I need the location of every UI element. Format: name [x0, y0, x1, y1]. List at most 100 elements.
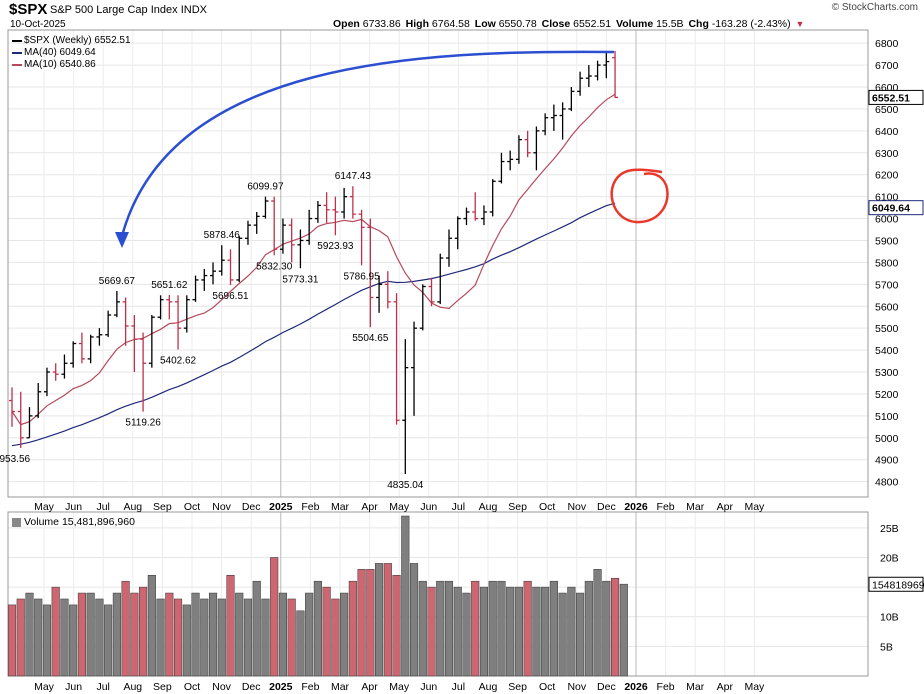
ohlc-bar: [402, 339, 409, 474]
volume-bar: [104, 604, 113, 677]
volume-bar: [165, 592, 174, 677]
x-tick-label-volume: Jun: [420, 681, 437, 693]
volume-bar: [611, 577, 620, 677]
ohlc-bar: [218, 245, 225, 276]
price-tick-label: 5700: [875, 279, 899, 291]
volume-bar: [226, 575, 235, 677]
ma40-badge-box: [868, 200, 924, 216]
x-tick-label-volume: Nov: [212, 681, 231, 693]
ohlc-bar: [201, 268, 208, 291]
ohlc-bar: [341, 187, 348, 219]
x-tick-label-volume: Mar: [331, 681, 350, 693]
x-tick-label: Dec: [597, 501, 616, 513]
volume-bar: [401, 515, 410, 677]
chg-value: -163.28 (-2.43%): [711, 18, 791, 30]
legend-main-label: $SPX (Weekly) 6552.51: [24, 35, 131, 46]
ohlc-bar: [35, 382, 42, 419]
x-tick-label: Mar: [331, 501, 350, 513]
volume-bar: [217, 598, 226, 677]
price-annotation-label: 5402.62: [160, 356, 197, 367]
price-annotation-label: 4835.04: [387, 480, 424, 491]
ohlc-bar: [393, 293, 400, 425]
ma10-line: [11, 93, 616, 426]
legend-ma10-label: MA(10) 6540.86: [24, 59, 96, 70]
x-tick-label-volume: Aug: [123, 681, 142, 693]
price-tick-label: 5800: [875, 257, 899, 269]
ohlc-bar: [594, 60, 601, 81]
panel-frames: [7, 29, 869, 677]
volume-bar: [60, 598, 69, 677]
volume-bar: [261, 598, 270, 677]
ohlc-bar: [550, 104, 557, 131]
ohlc-bar: [542, 113, 549, 136]
x-tick-label: Mar: [686, 501, 705, 513]
x-tick-label-volume: Nov: [567, 681, 586, 693]
ohlc-bar: [507, 150, 514, 171]
volume-bar: [278, 592, 287, 677]
volume-legend-swatch: [12, 517, 21, 527]
price-panel-frame: [7, 29, 869, 498]
volume-bars: [7, 515, 628, 677]
ohlc-bar: [17, 391, 24, 448]
x-tick-label: May: [34, 501, 55, 513]
ohlc-bar: [533, 126, 540, 171]
price-tick-label: 5900: [875, 235, 899, 247]
ohlc-bar: [367, 218, 374, 328]
volume-bar: [331, 598, 340, 677]
volume-bar: [506, 586, 515, 677]
price-tick-label: 5500: [875, 323, 899, 335]
volume-bar: [121, 580, 130, 677]
ohlc-bar: [105, 310, 112, 337]
ohlc-bar: [288, 218, 295, 263]
volume-bar: [523, 580, 532, 677]
volume-bar: [558, 592, 567, 677]
description-text: S&P 500 Large Cap Index: [50, 4, 178, 16]
blue-curved-arrow: [120, 50, 615, 237]
close-value: 6552.51: [573, 18, 612, 30]
ohlc-bar: [210, 262, 217, 285]
ohlc-bar: [175, 295, 182, 350]
price-tick-label: 6700: [875, 60, 899, 72]
ohlc-bar: [612, 50, 619, 99]
price-tick-label: 6200: [875, 170, 899, 182]
ohlc-bar: [43, 367, 50, 397]
volume-legend: Volume 15,481,896,960: [12, 516, 135, 528]
ohlc-bar: [78, 332, 85, 364]
ohlc-bar: [376, 275, 383, 313]
ohlc-bar: [603, 51, 610, 79]
ohlc-bar: [314, 201, 321, 223]
volume-bar: [130, 592, 139, 677]
volume-bar: [313, 580, 322, 677]
x-tick-label: Feb: [657, 501, 675, 513]
price-legend: $SPX (Weekly) 6552.51 MA(40) 6049.64 MA(…: [12, 35, 131, 71]
ohlc-bar: [236, 236, 243, 283]
x-tick-label-volume: Apr: [361, 681, 378, 693]
x-tick-label-volume: May: [34, 681, 55, 693]
x-tick-label: 2026: [624, 501, 648, 513]
axes: 4800 4900 5000 5100 5200 5300 5400 5500 5600 5700…: [34, 38, 924, 693]
legend-ma10-swatch: [12, 64, 22, 66]
ohlc-bar: [87, 334, 94, 364]
price-tick-label: 6500: [875, 104, 899, 116]
high-value: 6764.58: [431, 18, 470, 30]
x-tick-label-volume: Dec: [597, 681, 616, 693]
volume-bar: [549, 580, 558, 677]
ohlc-bar: [524, 130, 531, 158]
low-value: 6550.78: [498, 18, 537, 30]
x-tick-label-volume: Dec: [242, 681, 261, 693]
price-annotation-label: 6147.43: [335, 171, 372, 182]
volume-bar: [567, 586, 576, 677]
moving-averages: [11, 93, 616, 447]
volume-bar: [488, 580, 497, 677]
ohlc-bar: [140, 332, 147, 412]
open-value: 6733.86: [362, 18, 401, 30]
volume-bar: [471, 580, 480, 677]
ohlc-bar: [349, 186, 356, 219]
ohlc-bar: [26, 407, 33, 439]
volume-bar: [576, 592, 585, 677]
x-tick-label: Jun: [65, 501, 82, 513]
volume-bar: [593, 569, 602, 677]
ohlc-bar: [428, 277, 435, 307]
volume-bar: [139, 586, 148, 677]
